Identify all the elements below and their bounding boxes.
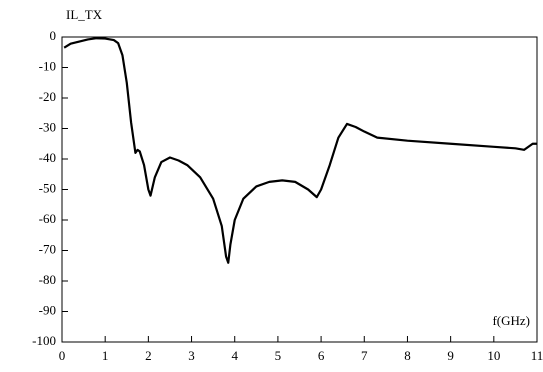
y-tick-label: -70 — [39, 241, 56, 256]
y-tick-label: -30 — [39, 119, 56, 134]
x-tick-label: 1 — [102, 348, 109, 363]
x-tick-label: 11 — [531, 348, 543, 363]
x-tick-label: 2 — [145, 348, 152, 363]
x-tick-label: 5 — [275, 348, 282, 363]
x-tick-label: 4 — [231, 348, 238, 363]
x-tick-label: 6 — [318, 348, 325, 363]
x-tick-label: 0 — [59, 348, 66, 363]
chart-title: IL_TX — [66, 7, 103, 22]
x-tick-label: 8 — [404, 348, 411, 363]
y-tick-label: -100 — [32, 333, 56, 348]
plot-frame — [61, 36, 538, 343]
y-tick-label: -10 — [39, 58, 56, 73]
y-tick-label: -40 — [39, 150, 56, 165]
x-tick-label: 9 — [447, 348, 454, 363]
y-tick-label: -90 — [39, 302, 56, 317]
x-tick-label: 7 — [361, 348, 368, 363]
x-axis-label: f(GHz) — [492, 313, 530, 328]
y-tick-label: -80 — [39, 272, 56, 287]
x-tick-label: 3 — [188, 348, 195, 363]
line-series — [63, 37, 537, 264]
x-tick-label: 10 — [487, 348, 500, 363]
y-tick-label: -50 — [39, 180, 56, 195]
y-tick-label: -20 — [39, 89, 56, 104]
y-tick-label: 0 — [50, 28, 57, 43]
y-tick-label: -60 — [39, 211, 56, 226]
